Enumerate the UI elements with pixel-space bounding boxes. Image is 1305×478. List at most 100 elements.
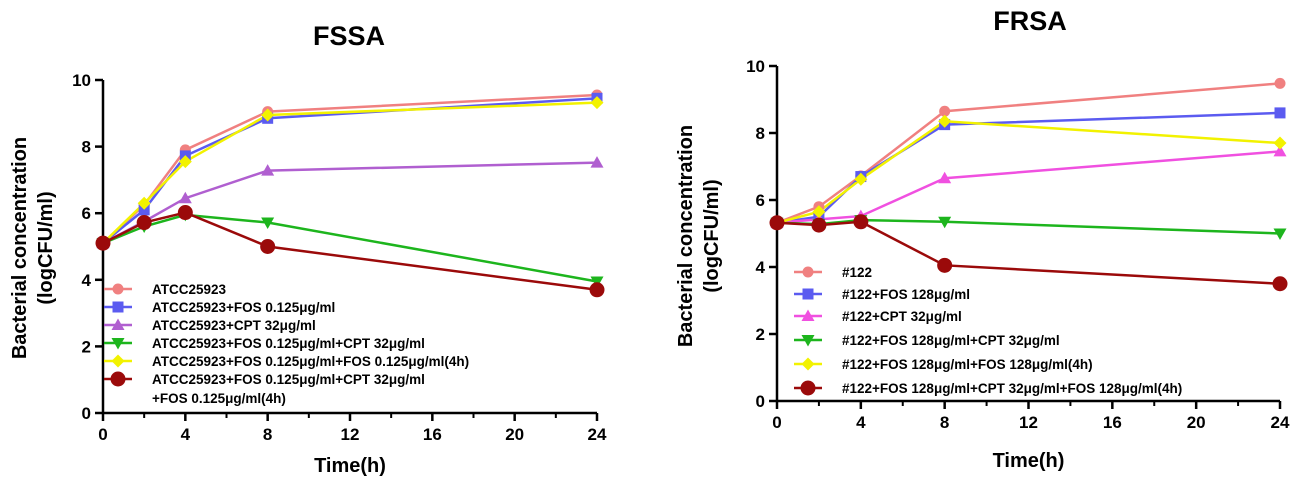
x-tick-label: 24 [1271, 413, 1290, 432]
y-axis-label: Bacterial concentration [9, 137, 31, 359]
data-point [178, 155, 192, 169]
legend-label: #122+FOS 128μg/ml+CPT 32μg/ml [842, 333, 1060, 348]
data-point [938, 114, 952, 128]
x-axis-label: Time(h) [993, 450, 1065, 472]
legend-label: #122+FOS 128μg/ml+FOS 128μg/ml(4h) [842, 357, 1093, 372]
legend-label: #122+FOS 128μg/ml+CPT 32μg/ml+FOS 128μg/… [842, 381, 1182, 396]
x-tick-label: 20 [1187, 413, 1206, 432]
series-markers-6 [769, 214, 1288, 292]
y-tick-label: 6 [756, 191, 765, 210]
legend-item: ATCC25923 [104, 282, 227, 297]
y-tick-label: 2 [82, 337, 91, 356]
legend-label: ATCC25923+FOS 0.125μg/ml [152, 300, 335, 315]
data-point [937, 257, 953, 273]
y-tick-label: 4 [82, 271, 92, 290]
legend-marker [800, 380, 816, 396]
chart-title: FRSA [993, 6, 1067, 36]
y-tick-label: 4 [756, 258, 766, 277]
legend-label: ATCC25923+CPT 32μg/ml [152, 318, 316, 333]
legend-marker [110, 371, 126, 387]
data-point [812, 205, 826, 219]
data-point [137, 196, 151, 210]
series-line-2 [776, 111, 1281, 225]
x-tick-label: 0 [98, 425, 107, 444]
series-markers-4 [770, 215, 1287, 240]
data-point [178, 191, 192, 204]
y-axis-label: Bacterial concentration [675, 125, 697, 347]
data-point [1273, 228, 1287, 240]
chart-title: FSSA [313, 21, 385, 51]
data-point [590, 276, 604, 288]
legend-marker [112, 283, 124, 295]
legend-label: ATCC25923+FOS 0.125μg/ml+FOS 0.125μg/ml(… [152, 354, 469, 369]
data-point [138, 204, 150, 216]
legend-item: #122+FOS 128μg/ml+CPT 32μg/ml+FOS 128μg/… [794, 380, 1182, 396]
legend-item: #122+CPT 32μg/ml [794, 309, 962, 324]
legend-item: ATCC25923+FOS 0.125μg/ml+FOS 0.125μg/ml(… [104, 354, 469, 369]
series-line-4 [102, 213, 598, 283]
series-markers-3 [96, 156, 604, 249]
y-tick-label: 10 [72, 71, 91, 90]
legend-marker [801, 357, 815, 371]
data-point [939, 105, 951, 117]
x-tick-label: 12 [341, 425, 360, 444]
data-point [261, 164, 275, 176]
legend-label: +FOS 0.125μg/ml(4h) [152, 391, 286, 406]
y-tick-label: 0 [82, 404, 91, 423]
x-tick-label: 20 [505, 425, 524, 444]
legend-item: #122 [794, 265, 872, 280]
legend: #122 #122+FOS 128μg/ml #122+CPT 32μg/ml #12… [794, 265, 1182, 396]
legend-item: #122+FOS 128μg/ml [794, 287, 970, 302]
data-point [1273, 144, 1287, 157]
legend-item: ATCC25923+FOS 0.125μg/ml+CPT 32μg/ml +FOS… [104, 371, 425, 406]
legend-label: #122+FOS 128μg/ml [842, 287, 970, 302]
data-point [95, 235, 111, 251]
x-tick-label: 4 [856, 413, 866, 432]
x-tick-label: 16 [1103, 413, 1122, 432]
y-axis-label-unit: (logCFU/ml) [701, 179, 723, 292]
data-point [261, 217, 275, 230]
series-line-1 [776, 82, 1281, 224]
legend-label: ATCC25923 [152, 282, 227, 297]
series-line-6 [102, 211, 598, 292]
legend-marker [111, 338, 125, 350]
legend-label: #122 [842, 265, 872, 280]
x-tick-label: 16 [423, 425, 442, 444]
y-tick-label: 0 [756, 392, 765, 411]
legend-label: ATCC25923+FOS 0.125μg/ml+CPT 32μg/ml [152, 372, 425, 387]
data-point [261, 108, 275, 122]
legend-marker [112, 301, 124, 313]
legend-label: ATCC25923+FOS 0.125μg/ml+CPT 32μg/ml [152, 336, 425, 351]
x-tick-label: 8 [940, 413, 949, 432]
legend-item: #122+FOS 128μg/ml+FOS 128μg/ml(4h) [794, 357, 1093, 372]
data-point [853, 214, 869, 230]
data-point [938, 216, 952, 229]
legend: ATCC25923 ATCC25923+FOS 0.125μg/ml ATCC259… [104, 282, 469, 406]
data-point [590, 156, 604, 168]
legend-marker [802, 288, 814, 300]
data-point [260, 239, 276, 254]
x-tick-label: 0 [772, 413, 781, 432]
y-tick-label: 6 [82, 204, 91, 223]
x-tick-label: 4 [181, 425, 191, 444]
legend-item: ATCC25923+CPT 32μg/ml [104, 318, 316, 333]
legend-marker [111, 354, 125, 368]
data-point [1274, 77, 1286, 89]
series-markers-4 [96, 209, 604, 288]
data-point [1273, 136, 1287, 150]
legend-item: ATCC25923+FOS 0.125μg/ml [104, 300, 335, 315]
legend-marker [801, 335, 815, 347]
x-axis-label: Time(h) [314, 455, 386, 477]
series-markers-1 [771, 77, 1286, 229]
series-line-3 [102, 161, 598, 245]
series-markers-6 [95, 205, 605, 298]
legend-item: ATCC25923+FOS 0.125μg/ml+CPT 32μg/ml [104, 336, 425, 351]
data-point [177, 205, 193, 221]
y-tick-label: 8 [82, 138, 91, 157]
legend-item: #122+FOS 128μg/ml+CPT 32μg/ml [794, 333, 1060, 348]
y-tick-label: 8 [756, 124, 765, 143]
series-line-5 [102, 101, 598, 245]
legend-marker [801, 309, 815, 321]
